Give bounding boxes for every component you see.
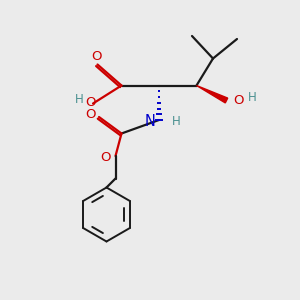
Text: N: N <box>145 114 155 129</box>
Text: O: O <box>85 96 96 109</box>
Polygon shape <box>196 85 228 103</box>
Text: H: H <box>75 93 84 106</box>
Text: H: H <box>248 91 256 104</box>
Text: O: O <box>85 108 96 122</box>
Text: O: O <box>91 50 101 63</box>
Text: O: O <box>233 94 244 107</box>
Text: O: O <box>101 151 111 164</box>
Text: H: H <box>172 115 180 128</box>
